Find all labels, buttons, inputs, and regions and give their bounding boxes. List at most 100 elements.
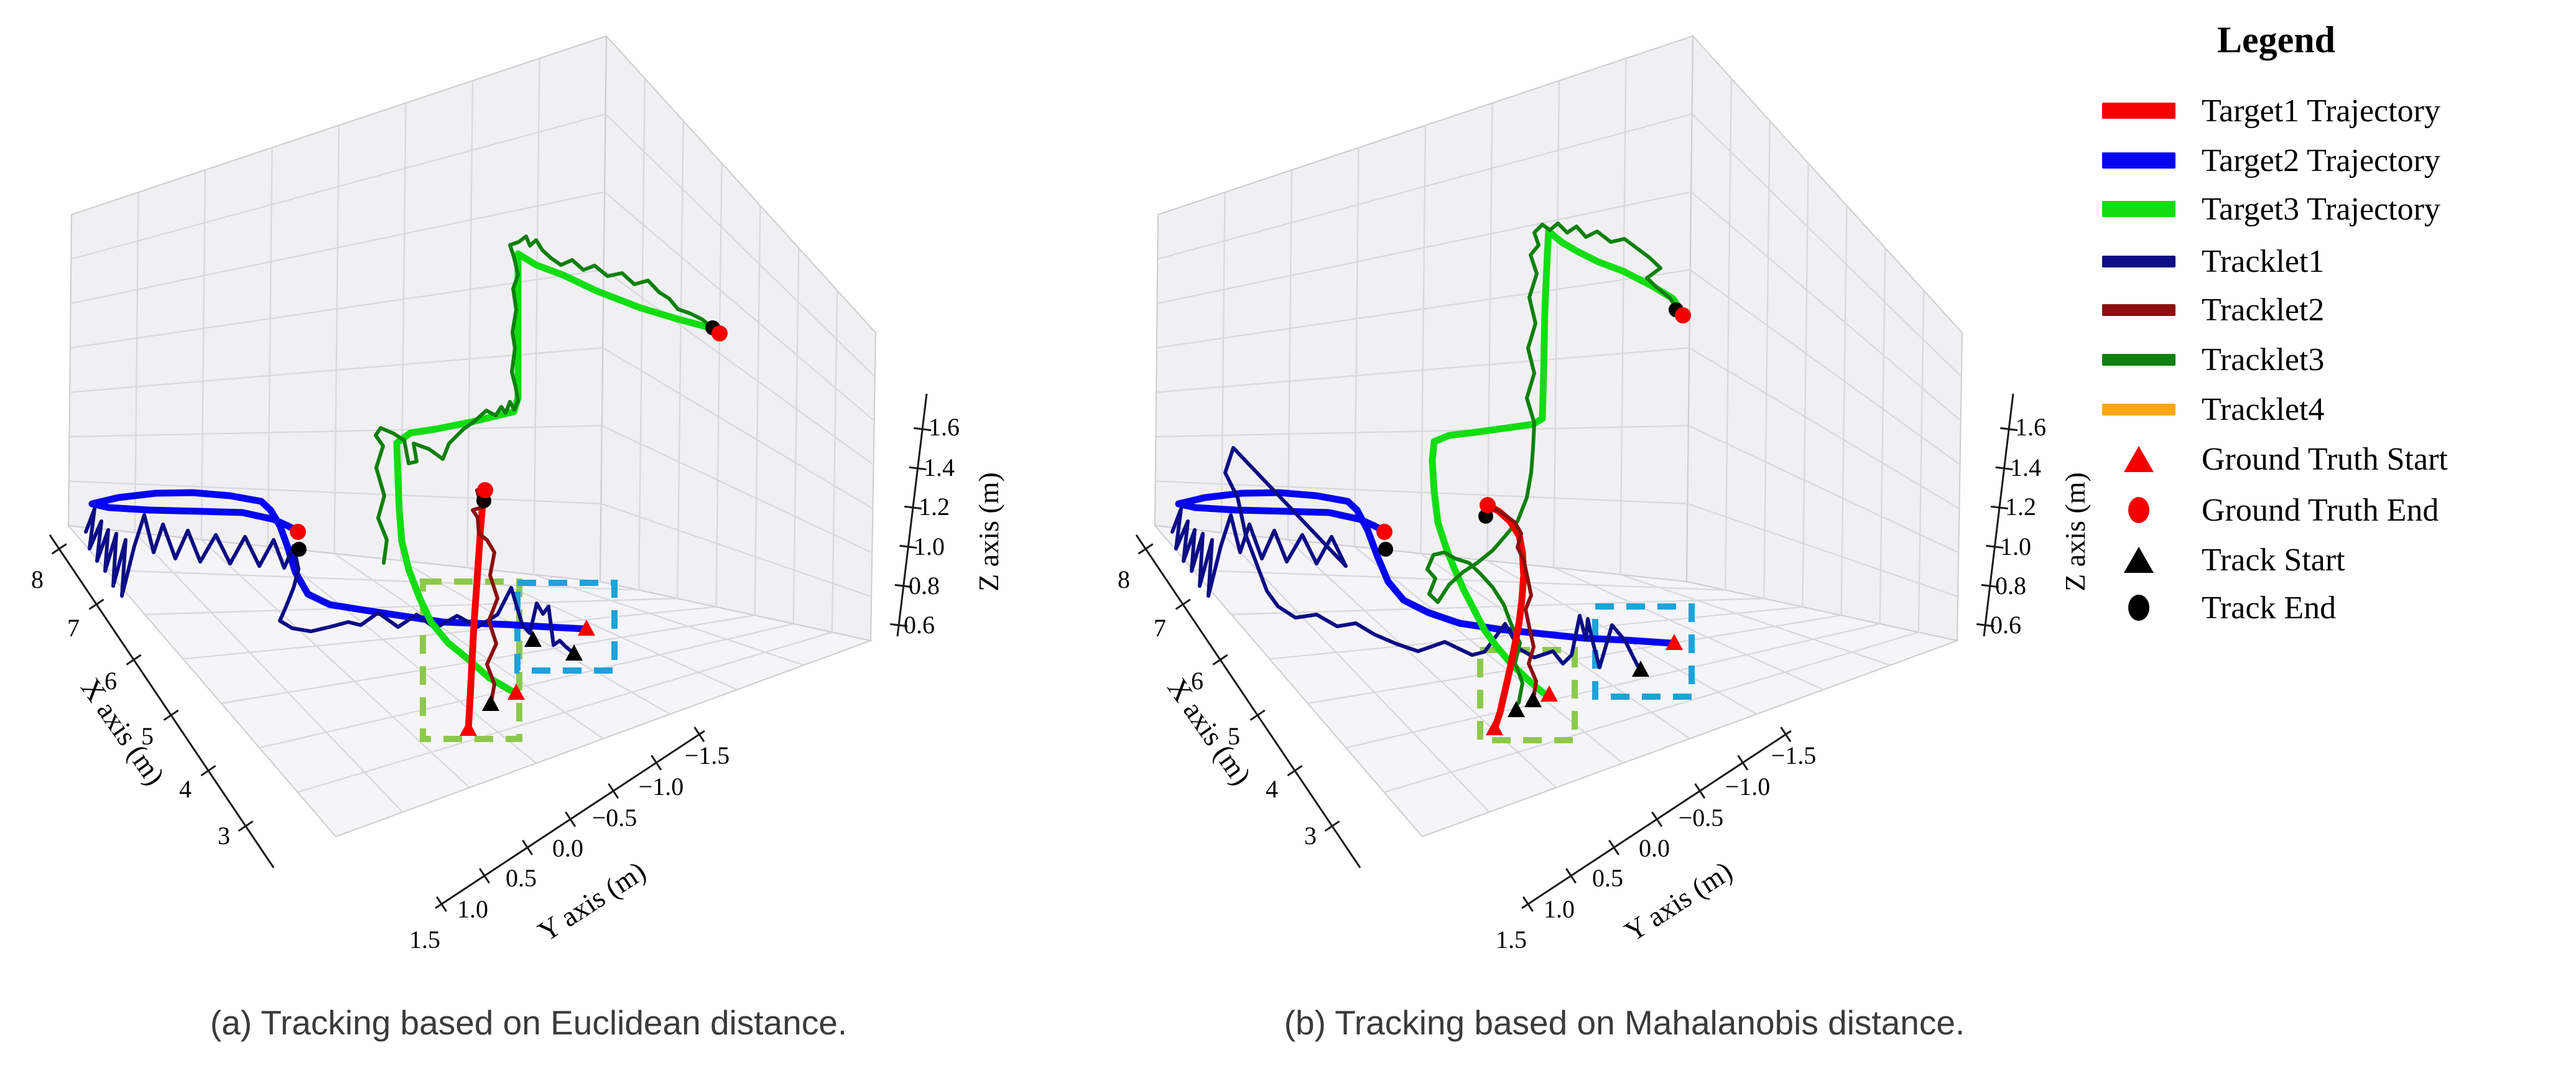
triangle-swatch-icon xyxy=(2102,446,2175,472)
legend-item-target1-trajectory: Target1 Trajectory xyxy=(2102,86,2440,136)
track-start-marker xyxy=(1524,691,1542,707)
grid-line xyxy=(1156,269,1690,349)
z-axis-title: Z axis (m) xyxy=(2059,472,2091,592)
x-axis-tick xyxy=(1212,654,1228,666)
grid-line xyxy=(201,539,470,789)
y-axis-tick-label: 1.5 xyxy=(409,926,440,954)
z-axis-tick-label: 0.6 xyxy=(904,611,935,639)
y-axis-tick xyxy=(1565,868,1577,884)
z-axis-tick-label: 0.8 xyxy=(1995,572,2026,600)
ground-truth-end-marker xyxy=(1376,524,1392,540)
x-axis-tick xyxy=(200,764,216,777)
z-axis-tick-label: 1.6 xyxy=(929,413,960,441)
grid-line xyxy=(70,113,606,260)
x-axis-tick xyxy=(1249,709,1266,721)
target3-trajectory-line xyxy=(393,250,716,697)
association-region-green xyxy=(420,578,522,742)
z-axis-spine xyxy=(1983,393,2014,637)
x-axis-tick xyxy=(238,820,254,832)
x-axis-tick xyxy=(163,709,179,721)
x-axis-tick-label: 3 xyxy=(218,822,230,850)
grid-line xyxy=(602,347,873,509)
x-axis-tick xyxy=(1287,764,1303,777)
x-axis-tick-label: 4 xyxy=(179,775,192,803)
legend-item-label: Ground Truth Start xyxy=(2202,441,2448,477)
z-axis-tick xyxy=(1976,623,1995,628)
x-axis-tick-label: 4 xyxy=(1266,775,1278,803)
track-end-marker xyxy=(1378,542,1393,557)
ground-truth-start-marker xyxy=(1541,685,1558,702)
legend-item-target2-trajectory: Target2 Trajectory xyxy=(2102,136,2440,185)
z-axis-tick xyxy=(894,583,912,588)
target1-trajectory-line xyxy=(1486,503,1527,733)
association-region-green xyxy=(1477,647,1578,743)
z-axis-tick xyxy=(909,466,927,471)
x-axis-tick xyxy=(1175,598,1191,610)
z-axis-tick xyxy=(904,505,922,510)
x-axis-tick-label: 7 xyxy=(1154,614,1166,642)
grid-line xyxy=(1353,147,1360,547)
grid-line xyxy=(1688,425,1959,554)
z-axis-tick-label: 1.4 xyxy=(924,453,955,481)
grid-line xyxy=(1619,58,1627,575)
track-start-marker xyxy=(482,695,499,711)
y-axis-tick-label: −1.5 xyxy=(1771,741,1817,769)
y-axis-tick xyxy=(608,783,619,799)
grid-line xyxy=(1879,248,1886,624)
grid-line xyxy=(1420,125,1427,554)
track-start-marker xyxy=(565,644,583,661)
x-axis-tick-label: 3 xyxy=(1304,822,1317,850)
legend-item-track-start: Track Start xyxy=(2102,535,2345,585)
legend-item-ground-truth-start: Ground Truth Start xyxy=(2102,434,2448,484)
line-swatch-icon xyxy=(2102,201,2175,217)
ground-truth-start-marker xyxy=(578,620,595,636)
y-axis-tick xyxy=(693,727,705,743)
grid-line xyxy=(68,480,601,504)
grid-line xyxy=(533,58,540,575)
x-axis-title: X axis (m) xyxy=(75,672,171,791)
grid-line xyxy=(1691,113,1962,378)
y-axis-tick xyxy=(1694,783,1706,799)
y-axis-title: Y axis (m) xyxy=(532,855,651,948)
legend-item-label: Tracklet1 xyxy=(2202,243,2325,279)
y-axis-title: Y axis (m) xyxy=(1619,855,1738,948)
grid-line xyxy=(267,546,537,764)
legend-item-label: Target2 Trajectory xyxy=(2202,142,2440,179)
line-swatch-icon xyxy=(2102,255,2175,267)
z-axis-tick xyxy=(890,623,908,628)
grid-line xyxy=(1690,269,1961,466)
grid-line xyxy=(1156,425,1689,438)
x-axis-title: X axis (m) xyxy=(1161,672,1258,791)
ground-truth-end-marker xyxy=(477,482,493,498)
grid-line xyxy=(69,425,602,438)
grid-line xyxy=(601,503,872,598)
x-axis-tick-label: 8 xyxy=(1118,565,1130,593)
legend-item-track-end: Track End xyxy=(2102,583,2336,633)
y-axis-tick-label: −1.0 xyxy=(639,773,684,801)
track-start-marker xyxy=(1508,701,1525,717)
grid-line xyxy=(1725,78,1732,590)
target3-trajectory-line xyxy=(1429,228,1684,699)
x-axis-tick-label: 6 xyxy=(104,667,117,695)
z-axis-tick xyxy=(1981,583,1999,588)
grid-line xyxy=(1553,567,1824,690)
y-axis-tick xyxy=(1651,811,1663,827)
x-axis-tick-label: 8 xyxy=(31,565,44,593)
grid-line xyxy=(70,191,605,304)
grid-line xyxy=(603,269,874,466)
grid-line xyxy=(1156,347,1690,393)
grid-line xyxy=(1157,113,1692,260)
grid-line xyxy=(754,205,761,616)
ground-truth-start-marker xyxy=(460,720,477,736)
ground-truth-start-marker xyxy=(507,684,525,700)
ground-truth-end-marker xyxy=(290,524,306,540)
tracklet1-line xyxy=(1170,446,1642,671)
y-axis-tick xyxy=(436,896,447,912)
z-axis-tick-label: 1.4 xyxy=(2010,453,2041,481)
z-axis-tick-label: 0.6 xyxy=(1990,611,2021,639)
grid-line xyxy=(1287,170,1293,540)
x-axis-tick-label: 5 xyxy=(1228,722,1240,750)
grid-line xyxy=(831,290,838,633)
y-axis-tick-label: 1.5 xyxy=(1496,926,1527,954)
y-axis-tick xyxy=(1608,840,1620,856)
